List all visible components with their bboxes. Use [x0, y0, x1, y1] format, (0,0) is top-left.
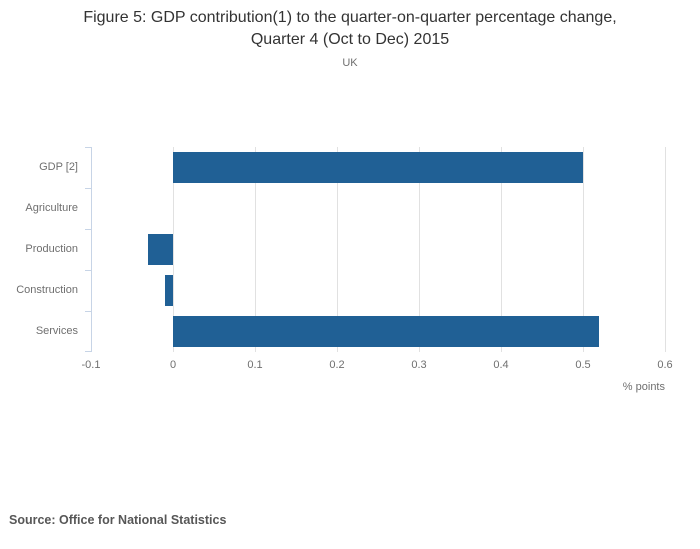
bar-construction	[164, 275, 173, 306]
x-tick-label: 0.4	[493, 359, 509, 371]
bar-production	[148, 234, 173, 265]
chart-title: Figure 5: GDP contribution(1) to the qua…	[0, 7, 700, 51]
category-axis-tick	[85, 229, 91, 230]
chart-subtitle: UK	[342, 57, 358, 69]
bar-services	[173, 316, 600, 347]
category-axis-tick	[85, 188, 91, 189]
x-tick-label: 0.1	[247, 359, 263, 371]
source-note: Source: Office for National Statistics	[9, 513, 227, 527]
category-label: GDP [2]	[39, 161, 78, 173]
x-tick-label: 0.5	[575, 359, 591, 371]
gridline	[500, 147, 502, 352]
category-label: Production	[25, 243, 78, 255]
plot-area	[85, 147, 666, 352]
x-tick-label: 0	[169, 359, 177, 371]
chart-title-line1: Figure 5: GDP contribution(1) to the qua…	[83, 9, 617, 26]
x-tick-label: 0.6	[657, 359, 673, 371]
bar-gdp-2	[173, 152, 583, 183]
chart-title-line2: Quarter 4 (Oct to Dec) 2015	[250, 31, 450, 48]
x-axis-title: % points	[622, 381, 665, 393]
gridline	[582, 147, 584, 352]
category-axis-tick	[85, 270, 91, 271]
category-axis-tick	[85, 351, 91, 352]
x-tick-label: 0.2	[329, 359, 345, 371]
category-label: Construction	[16, 284, 78, 296]
x-tick-label: 0.3	[411, 359, 427, 371]
category-axis-tick	[85, 311, 91, 312]
gridline	[254, 147, 256, 352]
gridline	[664, 147, 666, 352]
x-tick-label: -0.1	[81, 359, 101, 371]
gridline	[418, 147, 420, 352]
gridline	[336, 147, 338, 352]
gridline	[172, 147, 174, 352]
category-axis-tick	[85, 147, 91, 148]
category-label: Agriculture	[25, 202, 78, 214]
category-label: Services	[35, 325, 78, 337]
category-axis-line	[85, 147, 92, 352]
